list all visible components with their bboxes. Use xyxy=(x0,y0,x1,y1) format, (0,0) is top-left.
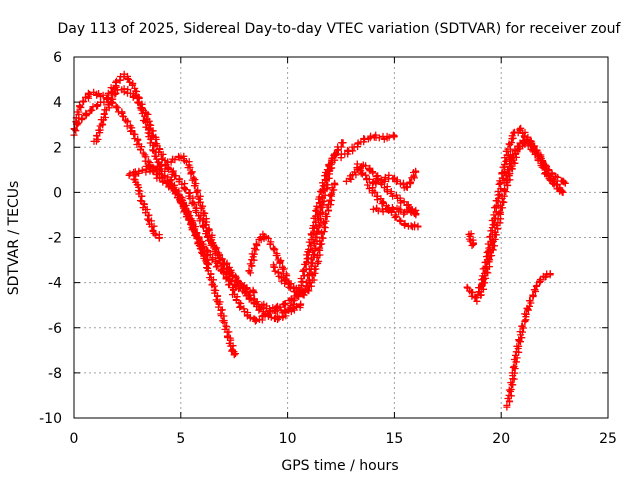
y-axis-ticks: -10 -8 -6 -4 -2 0 2 4 6 xyxy=(39,50,608,427)
x-tick-label: 15 xyxy=(385,431,403,447)
x-tick-label: 25 xyxy=(599,431,617,447)
series-track-12 xyxy=(353,160,420,192)
y-tick-label: -2 xyxy=(48,231,62,247)
x-tick-label: 5 xyxy=(176,431,185,447)
y-axis-label: SDTVAR / TECUs xyxy=(6,181,22,296)
point-markers xyxy=(369,204,420,218)
y-tick-label: 4 xyxy=(53,95,62,111)
point-markers xyxy=(130,172,163,242)
series-track-9 xyxy=(270,179,339,299)
point-markers xyxy=(353,160,420,192)
point-markers xyxy=(465,230,477,249)
point-markers xyxy=(270,179,339,299)
series-track-4 xyxy=(130,172,163,242)
y-tick-label: -4 xyxy=(48,276,62,292)
y-tick-label: 6 xyxy=(53,50,62,66)
point-markers xyxy=(503,270,554,411)
chart-title: Day 113 of 2025, Sidereal Day-to-day VTE… xyxy=(58,21,622,37)
x-axis-ticks: 0 5 10 15 20 25 xyxy=(70,57,617,447)
y-tick-label: -8 xyxy=(48,366,62,382)
y-tick-label: -10 xyxy=(39,411,62,427)
series-track-14 xyxy=(369,204,420,218)
point-markers xyxy=(337,131,398,162)
series-track-10 xyxy=(337,131,398,162)
y-tick-label: 2 xyxy=(53,140,62,156)
x-tick-label: 0 xyxy=(70,431,79,447)
data-points xyxy=(70,70,569,411)
series-track-19 xyxy=(465,230,477,249)
point-markers xyxy=(476,135,565,299)
x-tick-label: 10 xyxy=(279,431,297,447)
y-tick-label: -6 xyxy=(48,321,62,337)
y-tick-label: 0 xyxy=(53,185,62,201)
x-tick-label: 20 xyxy=(492,431,510,447)
x-axis-label: GPS time / hours xyxy=(281,458,398,474)
series-track-17 xyxy=(476,135,565,299)
series-track-18 xyxy=(503,270,554,411)
grid xyxy=(74,57,608,418)
